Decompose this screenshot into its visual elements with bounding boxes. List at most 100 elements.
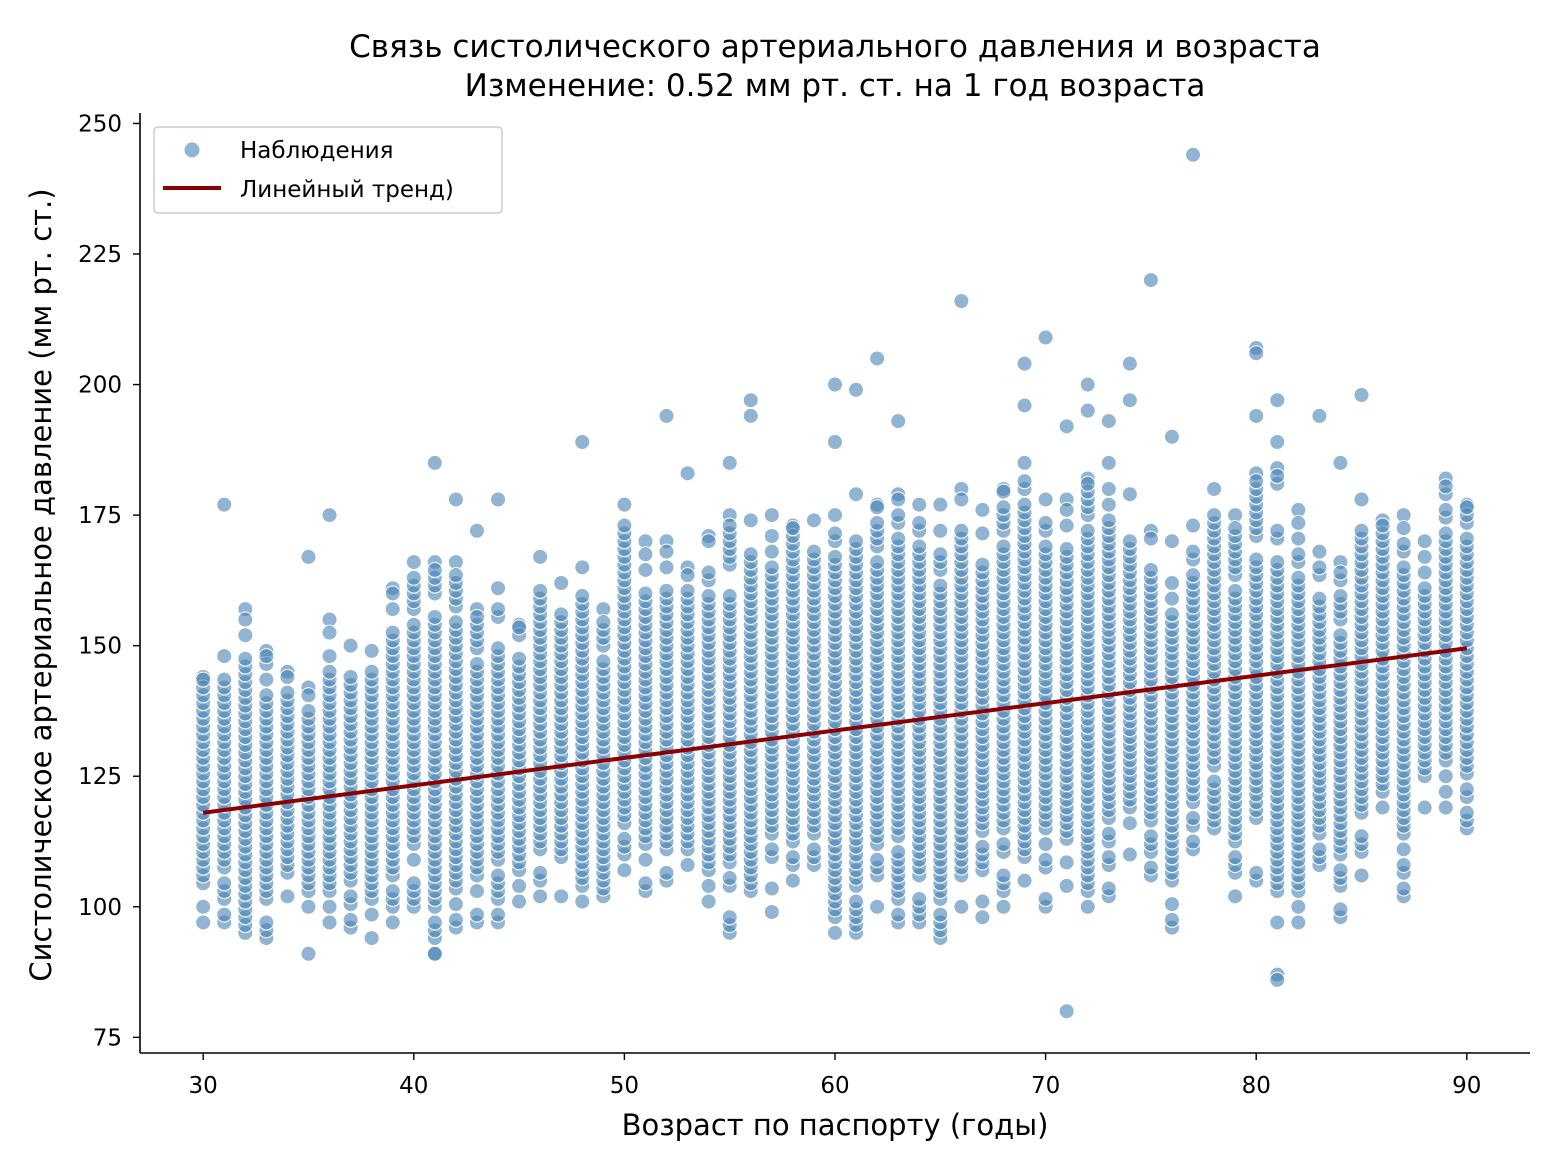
data-point	[679, 582, 696, 599]
data-point	[637, 561, 654, 578]
data-point	[511, 877, 528, 894]
data-point	[1121, 815, 1138, 832]
data-point-outlier	[468, 522, 485, 539]
data-point	[1437, 799, 1454, 816]
data-point	[384, 624, 401, 641]
data-point	[932, 906, 949, 923]
data-point	[216, 875, 233, 892]
data-point	[637, 546, 654, 563]
data-point	[405, 554, 422, 571]
data-point	[426, 914, 443, 931]
data-point	[1248, 473, 1265, 490]
data-point	[1290, 546, 1307, 563]
data-point-outlier	[721, 454, 738, 471]
data-point	[953, 522, 970, 539]
data-point	[321, 648, 338, 665]
data-point-outlier	[1058, 1003, 1075, 1020]
data-point-outlier	[300, 548, 317, 565]
data-point	[195, 898, 212, 915]
data-point	[953, 898, 970, 915]
data-point	[1142, 859, 1159, 876]
data-point	[258, 914, 275, 931]
data-point	[279, 684, 296, 701]
data-point	[763, 559, 780, 576]
data-point	[1058, 854, 1075, 871]
data-point	[574, 588, 591, 605]
data-point	[1458, 499, 1475, 516]
data-point	[1206, 481, 1223, 497]
trend-line	[202, 646, 1468, 815]
data-point	[1100, 849, 1117, 866]
data-point	[658, 864, 675, 881]
y-tick-label: 125	[78, 764, 122, 790]
data-point	[1374, 517, 1391, 534]
data-point	[1416, 548, 1433, 565]
legend: Наблюдения Линейный тренд)	[153, 126, 503, 214]
data-point	[869, 554, 886, 571]
data-point	[1332, 588, 1349, 605]
data-point-outlier	[1121, 392, 1138, 409]
data-point	[490, 601, 507, 618]
data-point	[363, 906, 380, 923]
legend-label-observations: Наблюдения	[240, 138, 394, 164]
data-point	[932, 496, 949, 513]
x-tick-label: 30	[189, 1073, 218, 1099]
data-point	[1079, 898, 1096, 915]
data-point	[1121, 846, 1138, 863]
data-point	[1185, 567, 1202, 584]
data-point	[1311, 590, 1328, 607]
data-point	[426, 561, 443, 578]
axes: 30 40 50 60 70 80 90 75 100 125 150 175 200 225 250	[78, 111, 1530, 1099]
data-point	[1395, 880, 1412, 897]
data-point	[1311, 543, 1328, 560]
data-point	[974, 838, 991, 855]
data-point	[1248, 551, 1265, 568]
y-tick-label: 75	[93, 1025, 122, 1051]
data-point-outlier	[679, 465, 696, 482]
data-point	[742, 512, 759, 529]
data-point	[1079, 522, 1096, 539]
data-point-outlier	[216, 496, 233, 513]
data-point	[974, 909, 991, 926]
data-point	[1037, 836, 1054, 853]
data-point	[1269, 554, 1286, 571]
data-point	[384, 601, 401, 618]
data-point	[405, 569, 422, 586]
data-point	[1163, 575, 1180, 591]
data-point	[1227, 888, 1244, 905]
data-point	[1374, 799, 1391, 816]
data-point	[700, 564, 717, 581]
data-point	[511, 619, 528, 636]
data-point	[1142, 828, 1159, 845]
data-point	[1290, 898, 1307, 915]
data-point	[1353, 491, 1370, 508]
data-point	[342, 669, 359, 685]
data-point	[216, 671, 233, 688]
data-point	[384, 914, 401, 931]
data-point	[1142, 561, 1159, 578]
data-point	[1248, 864, 1265, 881]
data-point	[1332, 564, 1349, 581]
data-point	[1037, 538, 1054, 555]
data-point	[616, 830, 633, 847]
data-point	[1332, 862, 1349, 879]
data-point	[405, 851, 422, 868]
data-point	[1100, 454, 1117, 471]
data-point	[511, 893, 528, 910]
data-point-outlier	[1100, 413, 1117, 430]
data-point	[1037, 890, 1054, 907]
data-point-outlier	[426, 945, 443, 962]
data-point	[700, 533, 717, 550]
data-point	[869, 499, 886, 516]
data-point	[1290, 569, 1307, 586]
data-point	[974, 556, 991, 573]
data-point	[574, 559, 591, 576]
data-point	[890, 530, 907, 547]
data-point	[1037, 491, 1054, 508]
data-point	[237, 650, 254, 667]
data-point	[195, 671, 212, 688]
data-point	[342, 637, 359, 654]
data-point-outlier	[321, 507, 338, 524]
data-point	[1416, 533, 1433, 550]
